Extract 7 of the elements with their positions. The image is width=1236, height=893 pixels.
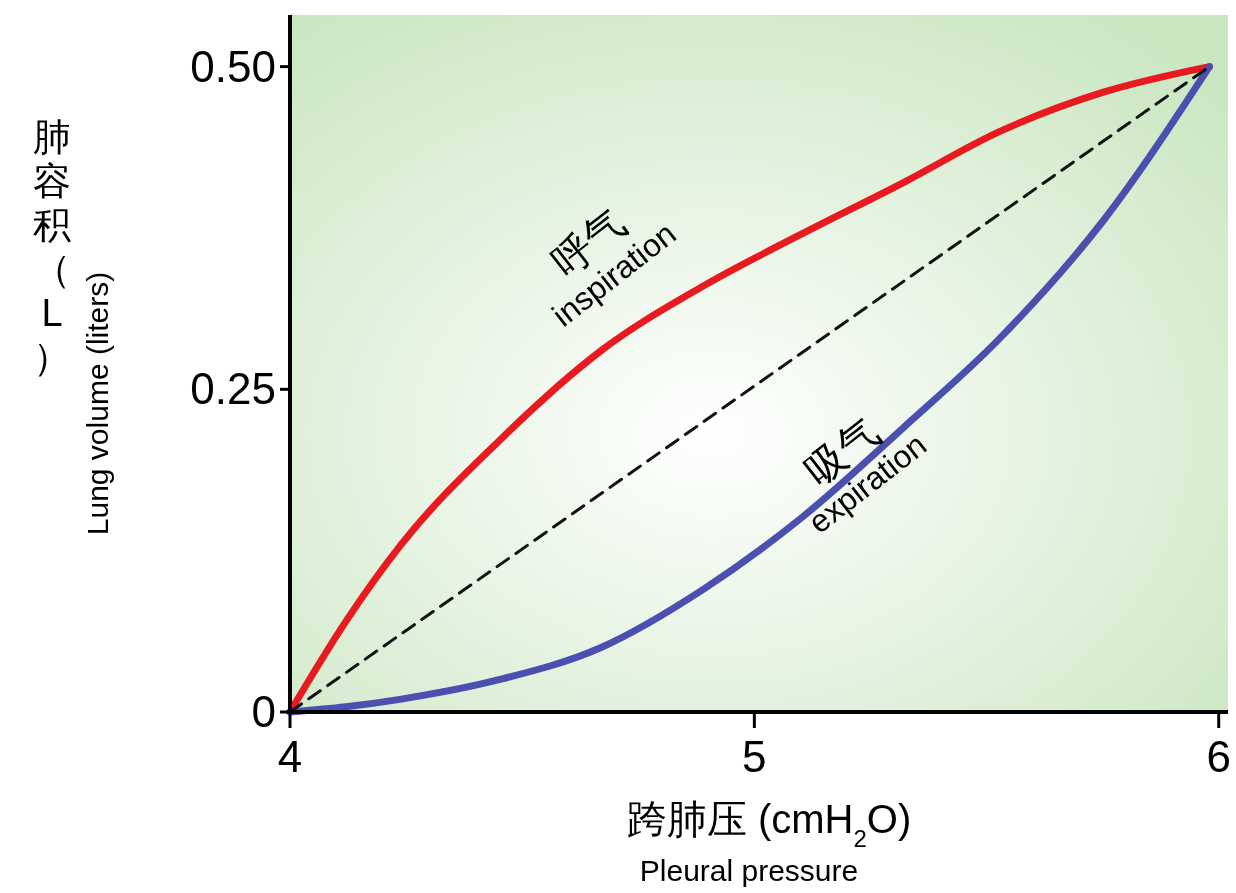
x-tick-label: 5	[742, 732, 767, 781]
y-tick-label: 0.50	[190, 41, 276, 91]
x-tick-label: 4	[277, 732, 303, 781]
y-tick-label: 0.25	[190, 364, 276, 414]
x-tick-label: 6	[1206, 732, 1231, 781]
x-axis-title: 跨肺压 (cmH$_{2}$O) Pleural pressure	[626, 797, 912, 887]
y-tick-label: 0	[251, 687, 276, 736]
